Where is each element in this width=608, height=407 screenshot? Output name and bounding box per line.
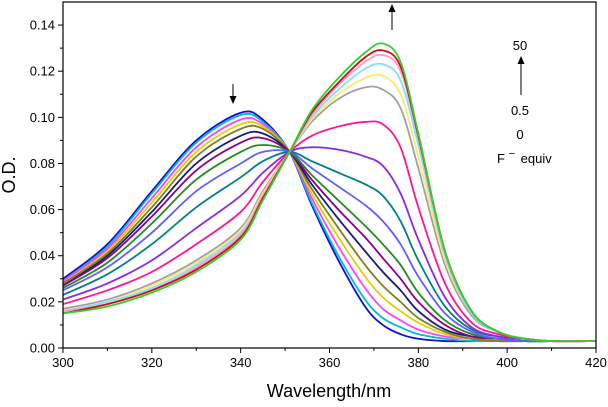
reagent-charge: − bbox=[509, 148, 515, 160]
increase-arrow-icon bbox=[388, 4, 396, 30]
y-tick-label: 0.06 bbox=[30, 202, 55, 217]
x-tick-label: 420 bbox=[585, 355, 607, 370]
decrease-arrow-icon bbox=[229, 84, 237, 104]
series-line-11 bbox=[62, 146, 597, 343]
y-tick-label: 0.04 bbox=[30, 248, 55, 263]
series-line-9 bbox=[62, 149, 596, 343]
series-line-18 bbox=[62, 42, 597, 343]
x-tick-label: 400 bbox=[496, 355, 518, 370]
y-axis: 0.00 0.02 0.04 0.06 0.08 0.10 0.12 0.14 bbox=[30, 18, 63, 356]
y-tick-label: 0.12 bbox=[30, 64, 55, 79]
x-tick-label: 380 bbox=[407, 355, 429, 370]
spectra-curves bbox=[62, 42, 597, 343]
series-line-12 bbox=[62, 120, 597, 343]
x-axis-title: Wavelength/nm bbox=[267, 381, 391, 401]
reagent-symbol: F bbox=[497, 151, 505, 166]
annotation-reagent-label: F − equiv bbox=[497, 145, 552, 166]
x-tick-label: 360 bbox=[319, 355, 341, 370]
annotation-mid-value: 0.5 bbox=[511, 103, 529, 118]
reagent-unit: equiv bbox=[521, 151, 553, 166]
x-axis: 300 320 340 360 380 400 420 bbox=[52, 348, 607, 370]
annotation-zero-value: 0 bbox=[516, 127, 523, 142]
series-line-5 bbox=[62, 124, 596, 343]
x-tick-label: 300 bbox=[52, 355, 74, 370]
y-axis-title: O.D. bbox=[0, 156, 19, 193]
y-tick-label: 0.02 bbox=[30, 294, 55, 309]
y-tick-label: 0.14 bbox=[30, 18, 55, 33]
y-tick-label: 0.10 bbox=[30, 110, 55, 125]
y-tick-label: 0.00 bbox=[30, 341, 55, 356]
series-line-6 bbox=[62, 130, 596, 343]
legend-arrow-icon bbox=[517, 56, 525, 95]
y-tick-label: 0.08 bbox=[30, 156, 55, 171]
x-tick-label: 320 bbox=[141, 355, 163, 370]
x-tick-label: 340 bbox=[230, 355, 252, 370]
annotation-top-value: 50 bbox=[513, 38, 527, 53]
